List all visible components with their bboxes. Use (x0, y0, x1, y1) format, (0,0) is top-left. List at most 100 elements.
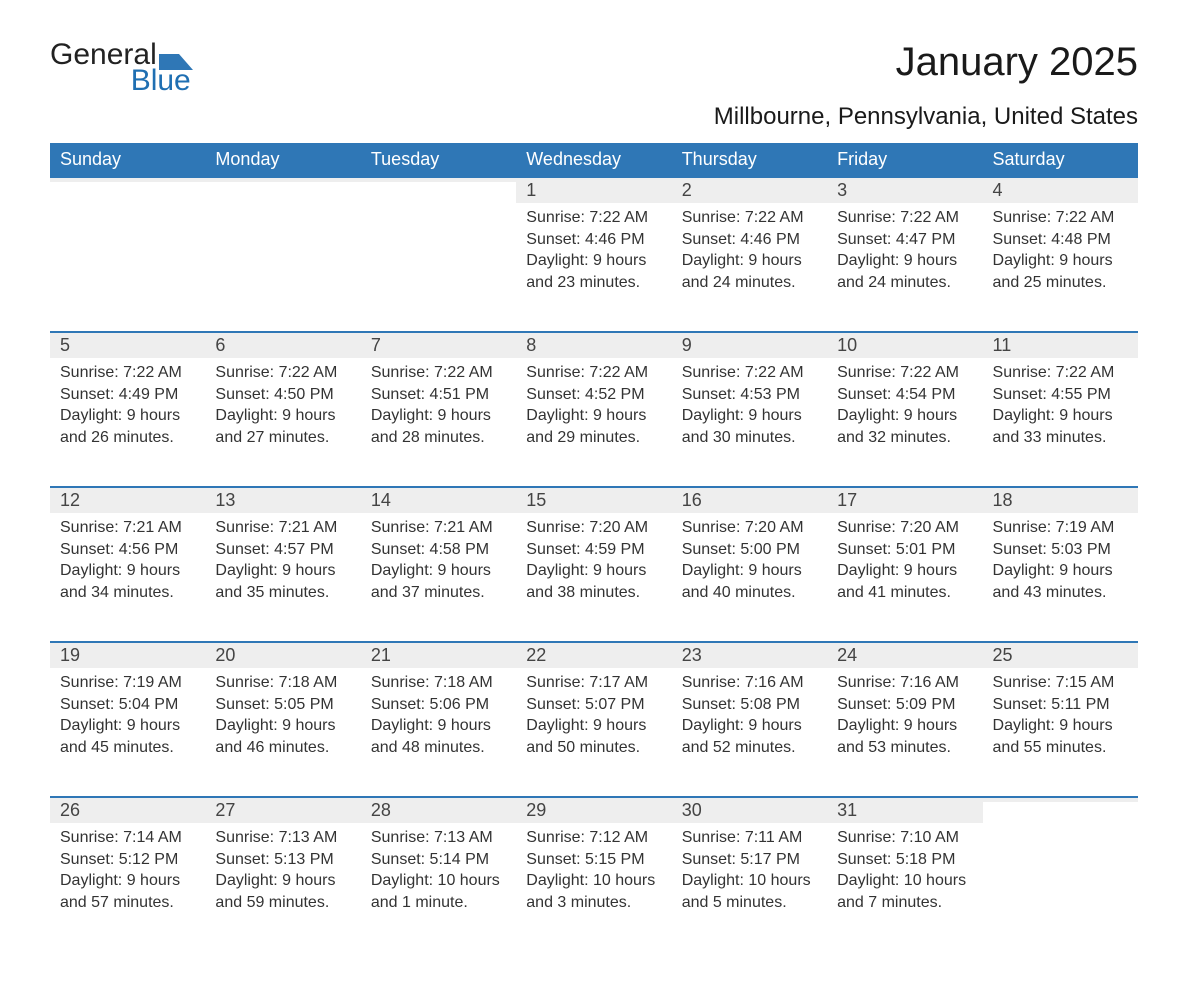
day-body: Sunrise: 7:13 AMSunset: 5:14 PMDaylight:… (361, 823, 516, 925)
day-number: 29 (516, 796, 671, 823)
daylight-text: Daylight: 9 hours and 32 minutes. (837, 405, 972, 448)
calendar-header-row: SundayMondayTuesdayWednesdayThursdayFrid… (50, 143, 1138, 176)
day-cell: Sunrise: 7:20 AMSunset: 4:59 PMDaylight:… (516, 513, 671, 641)
day-cell: Sunrise: 7:22 AMSunset: 4:46 PMDaylight:… (672, 203, 827, 331)
sunset-text: Sunset: 4:48 PM (993, 229, 1128, 251)
sunrise-text: Sunrise: 7:22 AM (682, 207, 817, 229)
day-cell: Sunrise: 7:12 AMSunset: 5:15 PMDaylight:… (516, 823, 671, 951)
daylight-text: Daylight: 9 hours and 27 minutes. (215, 405, 350, 448)
sunrise-text: Sunrise: 7:22 AM (682, 362, 817, 384)
day-cell: Sunrise: 7:20 AMSunset: 5:00 PMDaylight:… (672, 513, 827, 641)
day-cell: Sunrise: 7:10 AMSunset: 5:18 PMDaylight:… (827, 823, 982, 951)
sunset-text: Sunset: 4:51 PM (371, 384, 506, 406)
sunrise-text: Sunrise: 7:16 AM (837, 672, 972, 694)
day-body: Sunrise: 7:22 AMSunset: 4:46 PMDaylight:… (672, 203, 827, 305)
daylight-text: Daylight: 9 hours and 38 minutes. (526, 560, 661, 603)
day-body: Sunrise: 7:13 AMSunset: 5:13 PMDaylight:… (205, 823, 360, 925)
day-cell: Sunrise: 7:22 AMSunset: 4:53 PMDaylight:… (672, 358, 827, 486)
day-body: Sunrise: 7:19 AMSunset: 5:04 PMDaylight:… (50, 668, 205, 770)
day-body: Sunrise: 7:20 AMSunset: 5:00 PMDaylight:… (672, 513, 827, 615)
daylight-text: Daylight: 10 hours and 5 minutes. (682, 870, 817, 913)
daylight-text: Daylight: 9 hours and 55 minutes. (993, 715, 1128, 758)
sunset-text: Sunset: 4:54 PM (837, 384, 972, 406)
sunset-text: Sunset: 5:06 PM (371, 694, 506, 716)
day-number: 5 (50, 331, 205, 358)
day-number: 18 (983, 486, 1138, 513)
daylight-text: Daylight: 9 hours and 59 minutes. (215, 870, 350, 913)
day-cell: Sunrise: 7:18 AMSunset: 5:06 PMDaylight:… (361, 668, 516, 796)
sunrise-text: Sunrise: 7:21 AM (60, 517, 195, 539)
sunrise-text: Sunrise: 7:18 AM (371, 672, 506, 694)
day-number: 9 (672, 331, 827, 358)
day-cell: Sunrise: 7:22 AMSunset: 4:50 PMDaylight:… (205, 358, 360, 486)
day-cell: Sunrise: 7:19 AMSunset: 5:04 PMDaylight:… (50, 668, 205, 796)
sunrise-text: Sunrise: 7:22 AM (526, 207, 661, 229)
sunrise-text: Sunrise: 7:16 AM (682, 672, 817, 694)
sunrise-text: Sunrise: 7:14 AM (60, 827, 195, 849)
daylight-text: Daylight: 9 hours and 25 minutes. (993, 250, 1128, 293)
sunset-text: Sunset: 5:13 PM (215, 849, 350, 871)
daylight-text: Daylight: 9 hours and 34 minutes. (60, 560, 195, 603)
day-body: Sunrise: 7:22 AMSunset: 4:51 PMDaylight:… (361, 358, 516, 460)
day-cell: Sunrise: 7:13 AMSunset: 5:13 PMDaylight:… (205, 823, 360, 951)
weekday-header: Sunday (50, 143, 205, 176)
sunset-text: Sunset: 5:18 PM (837, 849, 972, 871)
day-cell: Sunrise: 7:22 AMSunset: 4:48 PMDaylight:… (983, 203, 1138, 331)
day-cell: Sunrise: 7:17 AMSunset: 5:07 PMDaylight:… (516, 668, 671, 796)
day-body: Sunrise: 7:22 AMSunset: 4:49 PMDaylight:… (50, 358, 205, 460)
page-title: January 2025 (714, 40, 1138, 85)
day-cell: Sunrise: 7:22 AMSunset: 4:51 PMDaylight:… (361, 358, 516, 486)
daylight-text: Daylight: 9 hours and 41 minutes. (837, 560, 972, 603)
day-body: Sunrise: 7:19 AMSunset: 5:03 PMDaylight:… (983, 513, 1138, 615)
sunrise-text: Sunrise: 7:13 AM (371, 827, 506, 849)
daylight-text: Daylight: 9 hours and 43 minutes. (993, 560, 1128, 603)
logo: General Blue (50, 40, 193, 96)
day-number: 7 (361, 331, 516, 358)
sunrise-text: Sunrise: 7:22 AM (837, 362, 972, 384)
sunrise-text: Sunrise: 7:20 AM (526, 517, 661, 539)
daylight-text: Daylight: 9 hours and 46 minutes. (215, 715, 350, 758)
daylight-text: Daylight: 9 hours and 33 minutes. (993, 405, 1128, 448)
day-number: 28 (361, 796, 516, 823)
day-cell: Sunrise: 7:11 AMSunset: 5:17 PMDaylight:… (672, 823, 827, 951)
day-number: 24 (827, 641, 982, 668)
day-number: 3 (827, 176, 982, 203)
day-number: 15 (516, 486, 671, 513)
sunset-text: Sunset: 4:52 PM (526, 384, 661, 406)
day-number: 20 (205, 641, 360, 668)
day-number: 21 (361, 641, 516, 668)
day-cell (205, 203, 360, 331)
day-number: 23 (672, 641, 827, 668)
day-cell: Sunrise: 7:21 AMSunset: 4:56 PMDaylight:… (50, 513, 205, 641)
day-cell: Sunrise: 7:22 AMSunset: 4:55 PMDaylight:… (983, 358, 1138, 486)
sunset-text: Sunset: 5:04 PM (60, 694, 195, 716)
sunrise-text: Sunrise: 7:22 AM (60, 362, 195, 384)
day-cell: Sunrise: 7:22 AMSunset: 4:47 PMDaylight:… (827, 203, 982, 331)
day-body: Sunrise: 7:22 AMSunset: 4:48 PMDaylight:… (983, 203, 1138, 305)
day-number: 11 (983, 331, 1138, 358)
sunrise-text: Sunrise: 7:22 AM (215, 362, 350, 384)
sunset-text: Sunset: 4:49 PM (60, 384, 195, 406)
sunrise-text: Sunrise: 7:22 AM (371, 362, 506, 384)
daylight-text: Daylight: 9 hours and 28 minutes. (371, 405, 506, 448)
daylight-text: Daylight: 10 hours and 7 minutes. (837, 870, 972, 913)
weekday-header: Monday (205, 143, 360, 176)
day-body: Sunrise: 7:22 AMSunset: 4:46 PMDaylight:… (516, 203, 671, 305)
day-number (983, 796, 1138, 802)
day-body: Sunrise: 7:20 AMSunset: 5:01 PMDaylight:… (827, 513, 982, 615)
day-cell: Sunrise: 7:22 AMSunset: 4:49 PMDaylight:… (50, 358, 205, 486)
sunset-text: Sunset: 5:01 PM (837, 539, 972, 561)
sunset-text: Sunset: 5:00 PM (682, 539, 817, 561)
day-body: Sunrise: 7:21 AMSunset: 4:58 PMDaylight:… (361, 513, 516, 615)
day-number: 2 (672, 176, 827, 203)
day-number: 6 (205, 331, 360, 358)
sunset-text: Sunset: 5:08 PM (682, 694, 817, 716)
sunrise-text: Sunrise: 7:19 AM (993, 517, 1128, 539)
day-cell (361, 203, 516, 331)
day-body: Sunrise: 7:12 AMSunset: 5:15 PMDaylight:… (516, 823, 671, 925)
day-number (205, 176, 360, 182)
day-number: 25 (983, 641, 1138, 668)
sunset-text: Sunset: 5:12 PM (60, 849, 195, 871)
day-cell: Sunrise: 7:18 AMSunset: 5:05 PMDaylight:… (205, 668, 360, 796)
day-number: 12 (50, 486, 205, 513)
